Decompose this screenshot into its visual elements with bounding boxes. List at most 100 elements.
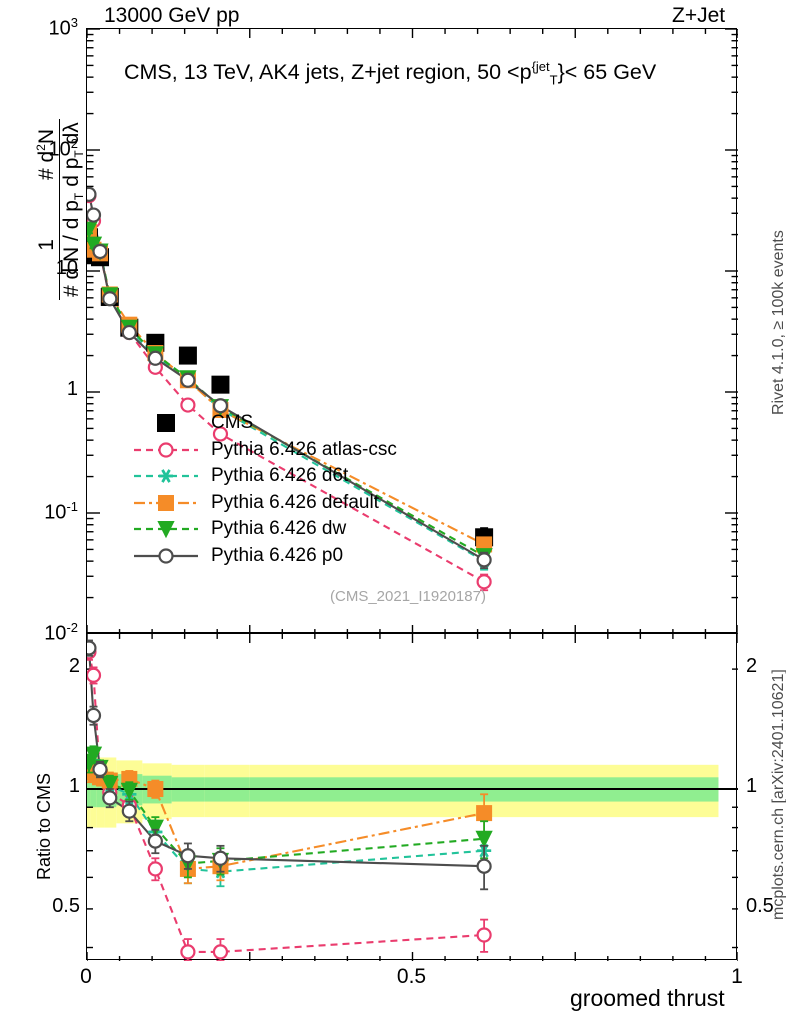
data-point-marker — [158, 442, 174, 458]
rivet-version-label: Rivet 4.1.0, ≥ 100k events — [770, 230, 786, 415]
data-point-marker — [158, 494, 174, 511]
data-point-marker — [121, 803, 137, 819]
ratio-plot-panel — [86, 633, 738, 961]
legend-key-icon — [134, 442, 198, 458]
legend-key-swatch — [133, 439, 199, 461]
legend-item-pythia-6-426-d6t[interactable]: Pythia 6.426 d6t — [133, 463, 397, 490]
y-tick-exponent: 3 — [70, 15, 78, 30]
y-den-text: # d N / d p — [59, 200, 83, 297]
x-tick-label: 0 — [80, 965, 92, 988]
ratio-y-tick-label-left: 2 — [68, 655, 80, 678]
plot-title-sup: {jet — [531, 59, 550, 74]
legend-key-swatch — [133, 518, 199, 540]
y-axis-fraction-1: 1 # d N / d pT — [34, 189, 86, 300]
main-y-tick-label: 103 — [0, 15, 78, 41]
legend-item-label: Pythia 6.426 p0 — [211, 544, 344, 566]
axis-ticks — [87, 29, 738, 634]
data-point-marker — [147, 861, 163, 877]
legend-key-swatch — [133, 492, 199, 514]
y-den-sub: T — [71, 192, 86, 201]
mcplots-source-label: mcplots.cern.ch [arXiv:2401.10621] — [770, 669, 786, 920]
legend-item-pythia-6-426-default[interactable]: Pythia 6.426 default — [133, 490, 397, 517]
y-axis-fraction-1-numerator: 1 — [34, 189, 60, 300]
legend: CMS Pythia 6.426 atlas-csc Pythia 6.426 d6… — [133, 410, 397, 569]
main-plot-canvas — [87, 29, 738, 634]
ratio-y-tick-label-right: 1 — [746, 775, 758, 797]
main-y-tick-label: 10-1 — [0, 499, 78, 525]
plot-title: CMS, 13 TeV, AK4 jets, Z+jet region, 50 … — [124, 59, 656, 87]
legend-item-pythia-6-426-p0[interactable]: Pythia 6.426 p0 — [133, 543, 397, 570]
y-tick-base: 10 — [48, 138, 71, 161]
ratio-series-line — [87, 647, 485, 868]
legend-item-pythia-6-426-dw[interactable]: Pythia 6.426 dw — [133, 516, 397, 543]
data-point-marker — [180, 397, 196, 413]
data-point-marker — [87, 221, 98, 239]
data-point-marker — [147, 833, 163, 849]
legend-key-swatch — [133, 465, 199, 487]
legend-key-icon — [134, 469, 198, 483]
main-y-tick-label: 1 — [0, 378, 78, 401]
legend-item-label: Pythia 6.426 default — [211, 491, 379, 513]
y-tick-exponent: 2 — [70, 136, 78, 151]
data-point-marker — [157, 414, 175, 433]
data-point-marker — [476, 552, 492, 568]
data-point-marker — [87, 707, 102, 724]
y-tick-exponent: -2 — [66, 620, 78, 635]
data-point-marker — [87, 207, 102, 223]
data-point-marker — [92, 243, 108, 260]
header-process-label: Z+Jet — [672, 4, 726, 27]
data-point-marker — [121, 324, 137, 341]
data-point-marker — [476, 858, 492, 874]
ratio-y-tick-label-right: 0.5 — [746, 894, 774, 917]
axis-ticks — [87, 668, 738, 949]
plot-title-sub: T — [549, 72, 558, 88]
data-point-marker — [87, 746, 103, 764]
data-point-marker — [147, 781, 164, 798]
main-y-tick-label: 10 — [0, 257, 78, 280]
y-tick-exponent: -1 — [66, 499, 78, 514]
header-collision-energy: 13000 GeV pp — [104, 4, 240, 27]
data-point-marker — [212, 944, 229, 960]
data-point-marker — [146, 819, 164, 837]
data-point-marker — [87, 667, 102, 683]
data-point-marker — [475, 830, 493, 849]
legend-item-label: Pythia 6.426 atlas-csc — [211, 438, 397, 460]
legend-item-cms[interactable]: CMS — [133, 410, 397, 437]
main-y-tick-label: 102 — [0, 136, 78, 162]
data-point-marker — [180, 848, 196, 864]
plot-title-prefix: CMS, 13 TeV, AK4 jets, Z+jet region, 50 … — [124, 60, 532, 85]
legend-key-icon — [134, 548, 198, 564]
y-den2-a: d p — [60, 157, 83, 187]
data-point-marker — [101, 775, 119, 794]
y-tick-base: 10 — [55, 257, 78, 279]
data-point-marker — [178, 346, 197, 365]
data-point-marker — [211, 375, 230, 394]
legend-key-icon — [134, 494, 198, 511]
legend-key-swatch — [133, 545, 199, 567]
data-point-marker — [476, 927, 492, 943]
data-point-marker — [159, 469, 173, 483]
legend-item-label: Pythia 6.426 d6t — [211, 465, 349, 487]
main-plot-panel — [86, 28, 738, 634]
y-axis-fraction-1-denominator: # d N / d pT — [60, 190, 86, 300]
legend-item-pythia-6-426-atlas-csc[interactable]: Pythia 6.426 atlas-csc — [133, 437, 397, 464]
data-point-marker — [212, 398, 229, 414]
data-point-marker — [158, 548, 174, 564]
y-tick-base: 1 — [66, 378, 78, 400]
data-point-marker — [180, 944, 196, 960]
data-point-marker — [120, 782, 138, 800]
analysis-id-watermark: (CMS_2021_I1920187) — [330, 588, 486, 605]
y-tick-base: 10 — [44, 501, 67, 524]
data-point-marker — [147, 350, 163, 366]
data-point-marker — [87, 186, 97, 202]
plot-title-suffix: }< 65 GeV — [557, 60, 657, 85]
data-point-marker — [476, 805, 493, 822]
data-point-marker — [212, 850, 229, 866]
ratio-y-tick-label-left: 0.5 — [52, 894, 80, 917]
ratio-y-tick-label-right: 2 — [746, 655, 758, 678]
axis-ticks — [87, 29, 738, 634]
legend-item-label: Pythia 6.426 dw — [211, 518, 347, 540]
data-point-marker — [476, 574, 492, 590]
data-point-marker — [157, 521, 175, 539]
x-tick-label: 0.5 — [396, 965, 427, 988]
